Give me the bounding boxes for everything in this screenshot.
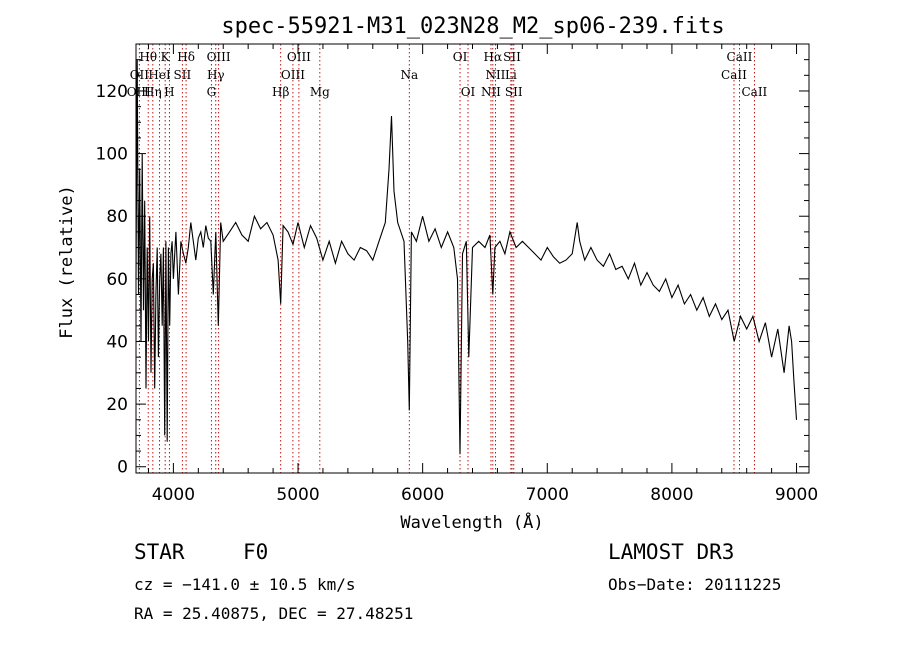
y-tick-label: 0 [117,458,128,478]
survey-name: LAMOST DR3 [608,540,735,564]
y-tick-label: 80 [106,207,128,227]
y-tick-label: 120 [96,82,128,102]
line-label: Hθ [139,50,157,64]
y-tick-label: 40 [106,332,128,352]
spectral-line-markers [138,44,755,473]
line-label: OIII [127,85,151,99]
line-label: Hβ [272,85,289,99]
x-axis-ticks: 4000 5000 6000 7000 8000 9000 [147,44,818,505]
line-label: OIII [207,50,231,64]
line-label: H [164,85,174,99]
x-tick-label: 9000 [775,485,818,505]
x-axis-label: Wavelength (Å) [400,511,543,533]
line-label: CaII [721,68,747,82]
coordinates: RA = 25.40875, DEC = 27.48251 [134,604,414,623]
line-label: CaII [727,50,753,64]
line-label: Hδ [177,50,195,64]
x-tick-label: 6000 [401,485,444,505]
line-label: HeI [148,68,171,82]
line-label: OI [461,85,476,99]
y-tick-label: 100 [96,145,128,165]
observation-date: Obs−Date: 20111225 [608,575,782,594]
radial-velocity: cz = −141.0 ± 10.5 km/s [134,575,356,594]
line-label: Na [400,68,418,82]
line-label: Hγ [207,68,225,82]
y-axis-ticks: 0 20 40 60 80 100 120 [96,59,809,478]
line-label: SII [174,68,192,82]
x-tick-label: 4000 [152,485,195,505]
line-label: Mg [310,85,330,99]
line-label: Hα [484,50,503,64]
line-label: OIII [287,50,311,64]
spectrum-line [135,59,798,455]
line-label: SII [505,85,523,99]
y-axis-label: Flux (relative) [57,185,77,339]
x-tick-label: 7000 [526,485,569,505]
line-label: OIII [281,68,305,82]
line-label: Hη [144,85,162,99]
x-tick-label: 8000 [650,485,693,505]
line-label: SII [503,50,521,64]
line-label: K [161,50,171,64]
y-tick-label: 60 [106,270,128,290]
line-label: NII [485,68,505,82]
x-tick-label: 5000 [276,485,319,505]
object-class: STAR [134,540,185,564]
line-label: G [207,85,217,99]
line-label: NII [481,85,501,99]
chart-title: spec-55921-M31_023N28_M2_sp06-239.fits [221,14,724,39]
line-label: OI [453,50,468,64]
line-label: CaII [741,85,767,99]
y-tick-label: 20 [106,395,128,415]
subclass: F0 [243,540,269,564]
line-label: Li [505,68,517,82]
